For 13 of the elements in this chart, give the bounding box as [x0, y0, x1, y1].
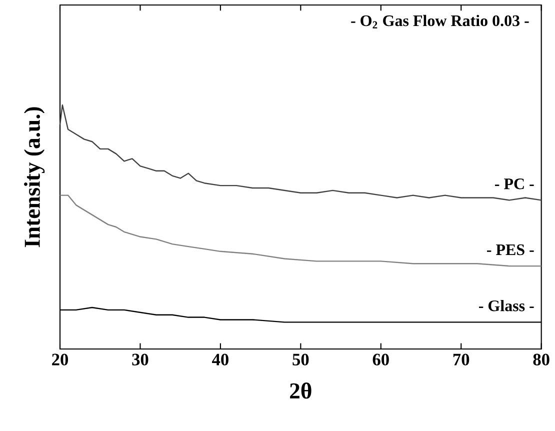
- series-label: - Glass -: [478, 300, 534, 312]
- x-tick-label: 80: [533, 354, 550, 366]
- x-tick-label: 30: [132, 354, 148, 366]
- x-tick-label: 50: [292, 354, 309, 366]
- x-tick-label: 40: [212, 354, 228, 366]
- series-label: - PC -: [495, 178, 534, 190]
- text: - O$_{2}$ Gas Flow Ratio 0.03 -: [351, 14, 529, 28]
- y-axis-title: Intensity (a.u.): [24, 107, 45, 248]
- x-tick-label: 20: [52, 354, 68, 366]
- x-tick-label: 60: [372, 354, 389, 366]
- x-tick-label: 70: [453, 354, 470, 366]
- x-axis-title: 2θ: [290, 382, 312, 399]
- series-label: - PES -: [486, 244, 534, 256]
